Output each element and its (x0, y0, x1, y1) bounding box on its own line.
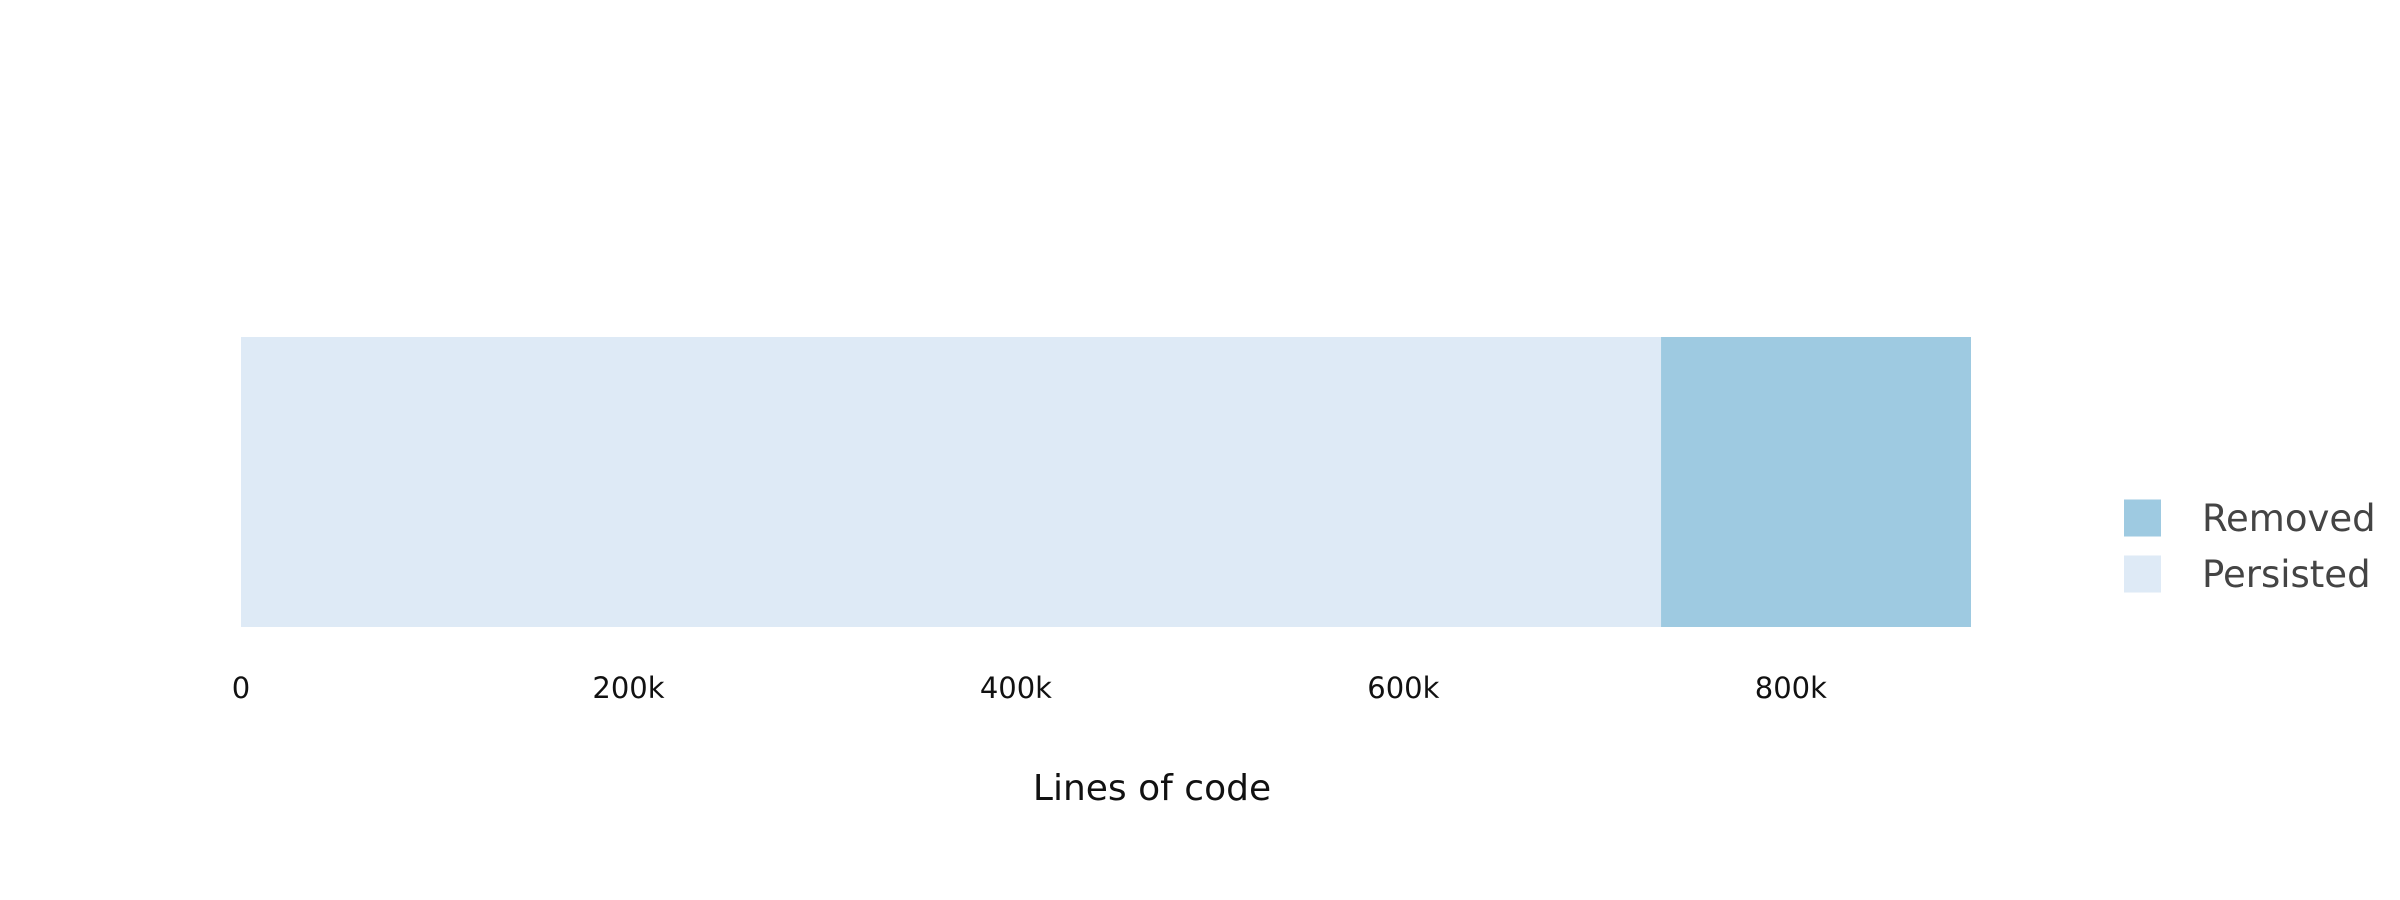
x-tick-label: 800k (1755, 671, 1827, 705)
legend: Removed Persisted (2124, 497, 2376, 596)
bar-removed (1661, 337, 1971, 627)
legend-label-persisted: Persisted (2202, 553, 2371, 596)
bar-group (241, 337, 1971, 627)
x-tick-label: 400k (980, 671, 1052, 705)
x-tick-label: 600k (1367, 671, 1439, 705)
x-tick-label: 200k (592, 671, 664, 705)
x-tick-label: 0 (232, 671, 250, 705)
legend-label-removed: Removed (2202, 497, 2376, 540)
x-axis-title: Lines of code (1033, 768, 1271, 809)
x-axis-ticks: 0 200k 400k 600k 800k (232, 671, 1827, 705)
legend-swatch-persisted (2124, 555, 2161, 593)
bar-persisted (241, 337, 1662, 627)
legend-swatch-removed (2124, 499, 2161, 537)
